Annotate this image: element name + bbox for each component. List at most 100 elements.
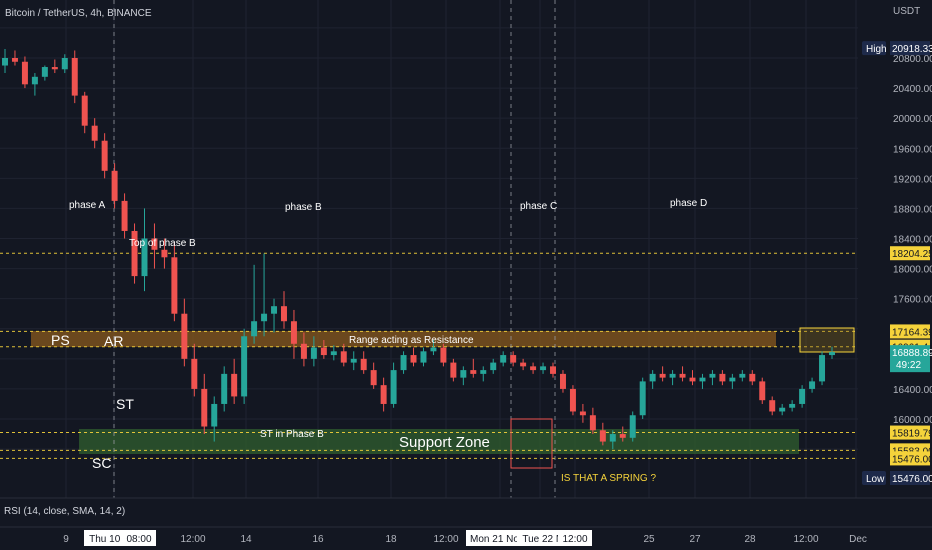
candle-down[interactable] (121, 193, 128, 239)
candle-down[interactable] (51, 59, 58, 74)
candle-up[interactable] (221, 366, 228, 412)
candle-down[interactable] (679, 366, 686, 382)
candle-up[interactable] (31, 73, 38, 96)
candle-down[interactable] (410, 347, 417, 367)
candle-up[interactable] (779, 403, 786, 416)
time-tick-label: 16 (312, 534, 324, 545)
candle-up[interactable] (400, 351, 407, 374)
candle-body (280, 306, 287, 322)
candle-up[interactable] (61, 54, 68, 74)
candle-up[interactable] (709, 370, 716, 386)
candle-up[interactable] (211, 396, 218, 442)
candle-down[interactable] (769, 396, 776, 416)
candle-down[interactable] (559, 370, 566, 393)
candle-down[interactable] (91, 118, 98, 149)
candle-up[interactable] (271, 298, 278, 333)
candle-up[interactable] (430, 340, 437, 356)
grid-lines (0, 0, 858, 498)
candle-up[interactable] (540, 362, 547, 374)
candle-down[interactable] (749, 370, 756, 386)
candle-up[interactable] (420, 347, 427, 367)
candle-down[interactable] (569, 385, 576, 416)
candle-up[interactable] (799, 385, 806, 408)
ar-label: AR (104, 333, 123, 349)
candle-down[interactable] (201, 373, 208, 435)
candle-up[interactable] (490, 358, 497, 374)
candle-down[interactable] (759, 377, 766, 404)
candle-down[interactable] (111, 163, 118, 209)
candle-down[interactable] (370, 362, 377, 389)
candle-down[interactable] (619, 426, 626, 442)
candle-up[interactable] (141, 208, 148, 292)
candle-body (729, 377, 736, 382)
candle-body (171, 257, 178, 314)
candle-down[interactable] (719, 370, 726, 386)
candle-up[interactable] (2, 48, 8, 74)
candle-up[interactable] (330, 345, 337, 361)
candle-down[interactable] (689, 370, 696, 386)
candle-up[interactable] (241, 328, 248, 404)
candle-up[interactable] (739, 370, 746, 382)
candle-up[interactable] (819, 351, 826, 386)
candle-up[interactable] (699, 373, 706, 389)
rsi-indicator-legend[interactable]: RSI (14, close, SMA, 14, 2) (4, 506, 126, 517)
candle-down[interactable] (21, 56, 28, 89)
candle-body (599, 430, 606, 442)
candle-up[interactable] (829, 346, 835, 359)
candle-body (819, 355, 826, 382)
candle-up[interactable] (639, 377, 646, 419)
candle-down[interactable] (550, 362, 557, 378)
candle-body (21, 61, 28, 85)
candle-down[interactable] (520, 358, 527, 371)
candle-down[interactable] (231, 358, 238, 404)
candle-down[interactable] (71, 50, 78, 104)
candle-down[interactable] (579, 403, 586, 423)
candle-down[interactable] (470, 358, 477, 378)
candle-down[interactable] (81, 91, 88, 134)
candle-down[interactable] (340, 343, 347, 367)
candle-down[interactable] (280, 291, 287, 329)
candle-body (41, 67, 48, 77)
candle-down[interactable] (290, 309, 297, 359)
candle-down[interactable] (101, 133, 108, 179)
candle-up[interactable] (460, 366, 467, 386)
candle-up[interactable] (41, 65, 48, 81)
candle-up[interactable] (789, 400, 796, 412)
candle-down[interactable] (380, 377, 387, 412)
candle-up[interactable] (350, 351, 357, 371)
candle-up[interactable] (251, 264, 258, 344)
candle-up[interactable] (390, 362, 397, 408)
candle-down[interactable] (300, 332, 307, 367)
candle-up[interactable] (500, 351, 507, 367)
candle-up[interactable] (649, 370, 656, 389)
candle-up[interactable] (669, 370, 676, 386)
candle-up[interactable] (261, 253, 268, 337)
candle-down[interactable] (599, 422, 606, 446)
candle-down[interactable] (440, 343, 447, 367)
candle-down[interactable] (181, 298, 188, 367)
candle-up[interactable] (729, 373, 736, 389)
candle-down[interactable] (171, 242, 178, 322)
candle-down[interactable] (11, 50, 18, 66)
candle-down[interactable] (360, 351, 367, 374)
spring-box (510, 418, 553, 469)
candle-up[interactable] (310, 336, 317, 367)
candle-down[interactable] (659, 366, 666, 382)
candle-down[interactable] (320, 340, 327, 359)
candle-down[interactable] (530, 362, 537, 374)
candle-down[interactable] (589, 407, 596, 435)
candle-down[interactable] (510, 351, 517, 367)
candle-down[interactable] (161, 238, 168, 269)
candle-up[interactable] (609, 430, 616, 450)
candle-up[interactable] (809, 377, 816, 393)
level-tag (890, 324, 930, 339)
candle-down[interactable] (151, 223, 158, 269)
candle-down[interactable] (450, 358, 457, 382)
candle-up[interactable] (480, 366, 487, 382)
candle-down[interactable] (131, 223, 138, 284)
candle-up[interactable] (629, 411, 636, 442)
symbol-title[interactable]: Bitcoin / TetherUS, 4h, BINANCE (5, 8, 152, 19)
candle-body (370, 370, 377, 386)
candle-down[interactable] (191, 343, 198, 397)
